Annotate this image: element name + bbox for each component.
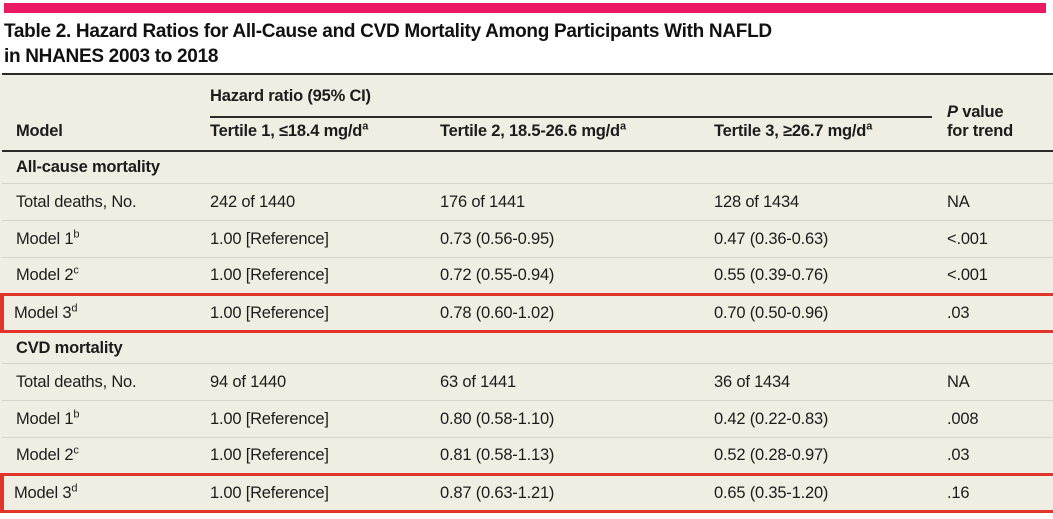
cell-tertile1: 1.00 [Reference] [202,399,432,437]
row-label-text: Model 1 [16,409,74,428]
p-italic: P [947,103,958,121]
cell-tertile2: 0.80 (0.58-1.10) [432,399,706,437]
cell-tertile3: 128 of 1434 [706,182,940,220]
cell-model-label: Total deaths, No. [2,182,202,220]
table-row: Total deaths, No. 94 of 1440 63 of 1441 … [2,362,1053,400]
footnote-marker: b [73,408,80,420]
cell-tertile1: 94 of 1440 [202,362,432,400]
cell-tertile3: 0.65 (0.35-1.20) [706,472,940,513]
footnote-marker-a: a [619,120,627,133]
row-label-text: Model 1 [16,229,74,248]
cell-p-value: .03 [939,436,1053,474]
cell-p-value: <.001 [939,219,1053,257]
model-column-header: Model [2,74,202,152]
section-row-cvd: CVD mortality [2,330,1053,363]
p-rest: value [957,103,1004,121]
footnote-marker: b [73,228,80,240]
table-row: Total deaths, No. 242 of 1440 176 of 144… [2,182,1053,220]
table-row: Model 2c 1.00 [Reference] 0.72 (0.55-0.9… [2,256,1053,294]
cell-model-label: Model 3d [0,292,202,333]
cell-model-label: Model 1b [2,219,202,257]
section-row-all-cause: All-cause mortality [2,150,1053,183]
cell-tertile1: 1.00 [Reference] [202,256,432,294]
p-value-column-header: P value for trend [939,74,1053,152]
cell-tertile3: 0.52 (0.28-0.97) [706,436,940,474]
tertile1-column-header: Tertile 1, ≤18.4 mg/da [202,118,432,152]
cell-tertile3: 0.42 (0.22-0.83) [706,399,940,437]
tertile2-label: Tertile 2, 18.5-26.6 mg/d [440,122,620,140]
cell-tertile2: 0.73 (0.56-0.95) [432,219,706,257]
table-row: Model 2c 1.00 [Reference] 0.81 (0.58-1.1… [2,436,1053,474]
cell-tertile2: 0.72 (0.55-0.94) [432,256,706,294]
cell-p-value: .008 [939,399,1053,437]
cell-model-label: Model 2c [2,436,202,474]
footnote-marker: d [71,302,78,314]
row-label-text: Model 2 [16,266,74,284]
cell-p-value: <.001 [939,256,1053,294]
hazard-ratio-group-header: Hazard ratio (95% CI) [202,74,939,118]
row-label-text: Model 3 [14,303,72,322]
footnote-marker-a: a [866,120,873,133]
cell-tertile2: 0.78 (0.60-1.02) [432,292,706,333]
row-label-text: Total deaths, No. [16,372,137,391]
cell-model-label: Model 3d [0,472,202,513]
cell-tertile3: 0.70 (0.50-0.96) [706,292,940,333]
cell-model-label: Total deaths, No. [2,362,202,400]
cell-tertile3: 0.47 (0.36-0.63) [706,219,940,257]
cell-tertile2: 176 of 1441 [432,182,706,220]
cell-p-value: .16 [939,472,1053,513]
footnote-marker: d [71,482,78,494]
cell-tertile1: 242 of 1440 [202,182,432,220]
section-header: All-cause mortality [2,150,1053,183]
cell-p-value: NA [939,182,1053,220]
p-value-header-line1: P value [947,103,1051,122]
cell-model-label: Model 1b [2,399,202,437]
header-group-row: Model Hazard ratio (95% CI) P value for … [2,74,1053,152]
footnote-marker: c [73,264,79,277]
hazard-ratio-table: Model Hazard ratio (95% CI) P value for … [0,73,1053,513]
highlight-row: Model 3d 1.00 [Reference] 0.78 (0.60-1.0… [0,292,1053,333]
cell-tertile2: 63 of 1441 [432,362,706,400]
cell-tertile2: 0.87 (0.63-1.21) [432,472,706,513]
row-label-text: Model 3 [14,483,72,502]
footnote-marker: c [73,444,79,457]
cell-tertile2: 0.81 (0.58-1.13) [432,436,706,474]
p-value-header-line2: for trend [947,122,1014,140]
journal-accent-bar [4,3,1046,13]
row-label-text: Total deaths, No. [16,192,137,211]
cell-p-value: .03 [939,292,1053,333]
cell-tertile1: 1.00 [Reference] [202,436,432,474]
cell-tertile1: 1.00 [Reference] [202,219,432,257]
cell-tertile3: 36 of 1434 [706,362,940,400]
table-title-line2: in NHANES 2003 to 2018 [4,46,219,67]
table-row: Model 1b 1.00 [Reference] 0.80 (0.58-1.1… [2,399,1053,437]
cell-tertile1: 1.00 [Reference] [202,472,432,513]
tertile2-column-header: Tertile 2, 18.5-26.6 mg/da [432,118,706,152]
table-title: Table 2. Hazard Ratios for All-Cause and… [4,19,1044,69]
cell-tertile3: 0.55 (0.39-0.76) [706,256,940,294]
table-title-line1: Table 2. Hazard Ratios for All-Cause and… [4,21,772,42]
cell-model-label: Model 2c [2,256,202,294]
header-columns-row: Tertile 1, ≤18.4 mg/da Tertile 2, 18.5-2… [2,118,1053,152]
section-header: CVD mortality [2,330,1053,363]
tertile3-label: Tertile 3, ≥26.7 mg/d [714,122,867,140]
tertile3-column-header: Tertile 3, ≥26.7 mg/da [706,118,940,152]
cell-p-value: NA [939,362,1053,400]
table-row: Model 1b 1.00 [Reference] 0.73 (0.56-0.9… [2,219,1053,257]
highlight-row: Model 3d 1.00 [Reference] 0.87 (0.63-1.2… [0,472,1053,513]
tertile1-label: Tertile 1, ≤18.4 mg/d [210,122,363,140]
cell-tertile1: 1.00 [Reference] [202,292,432,333]
footnote-marker-a: a [362,120,369,133]
row-label-text: Model 2 [16,446,74,464]
